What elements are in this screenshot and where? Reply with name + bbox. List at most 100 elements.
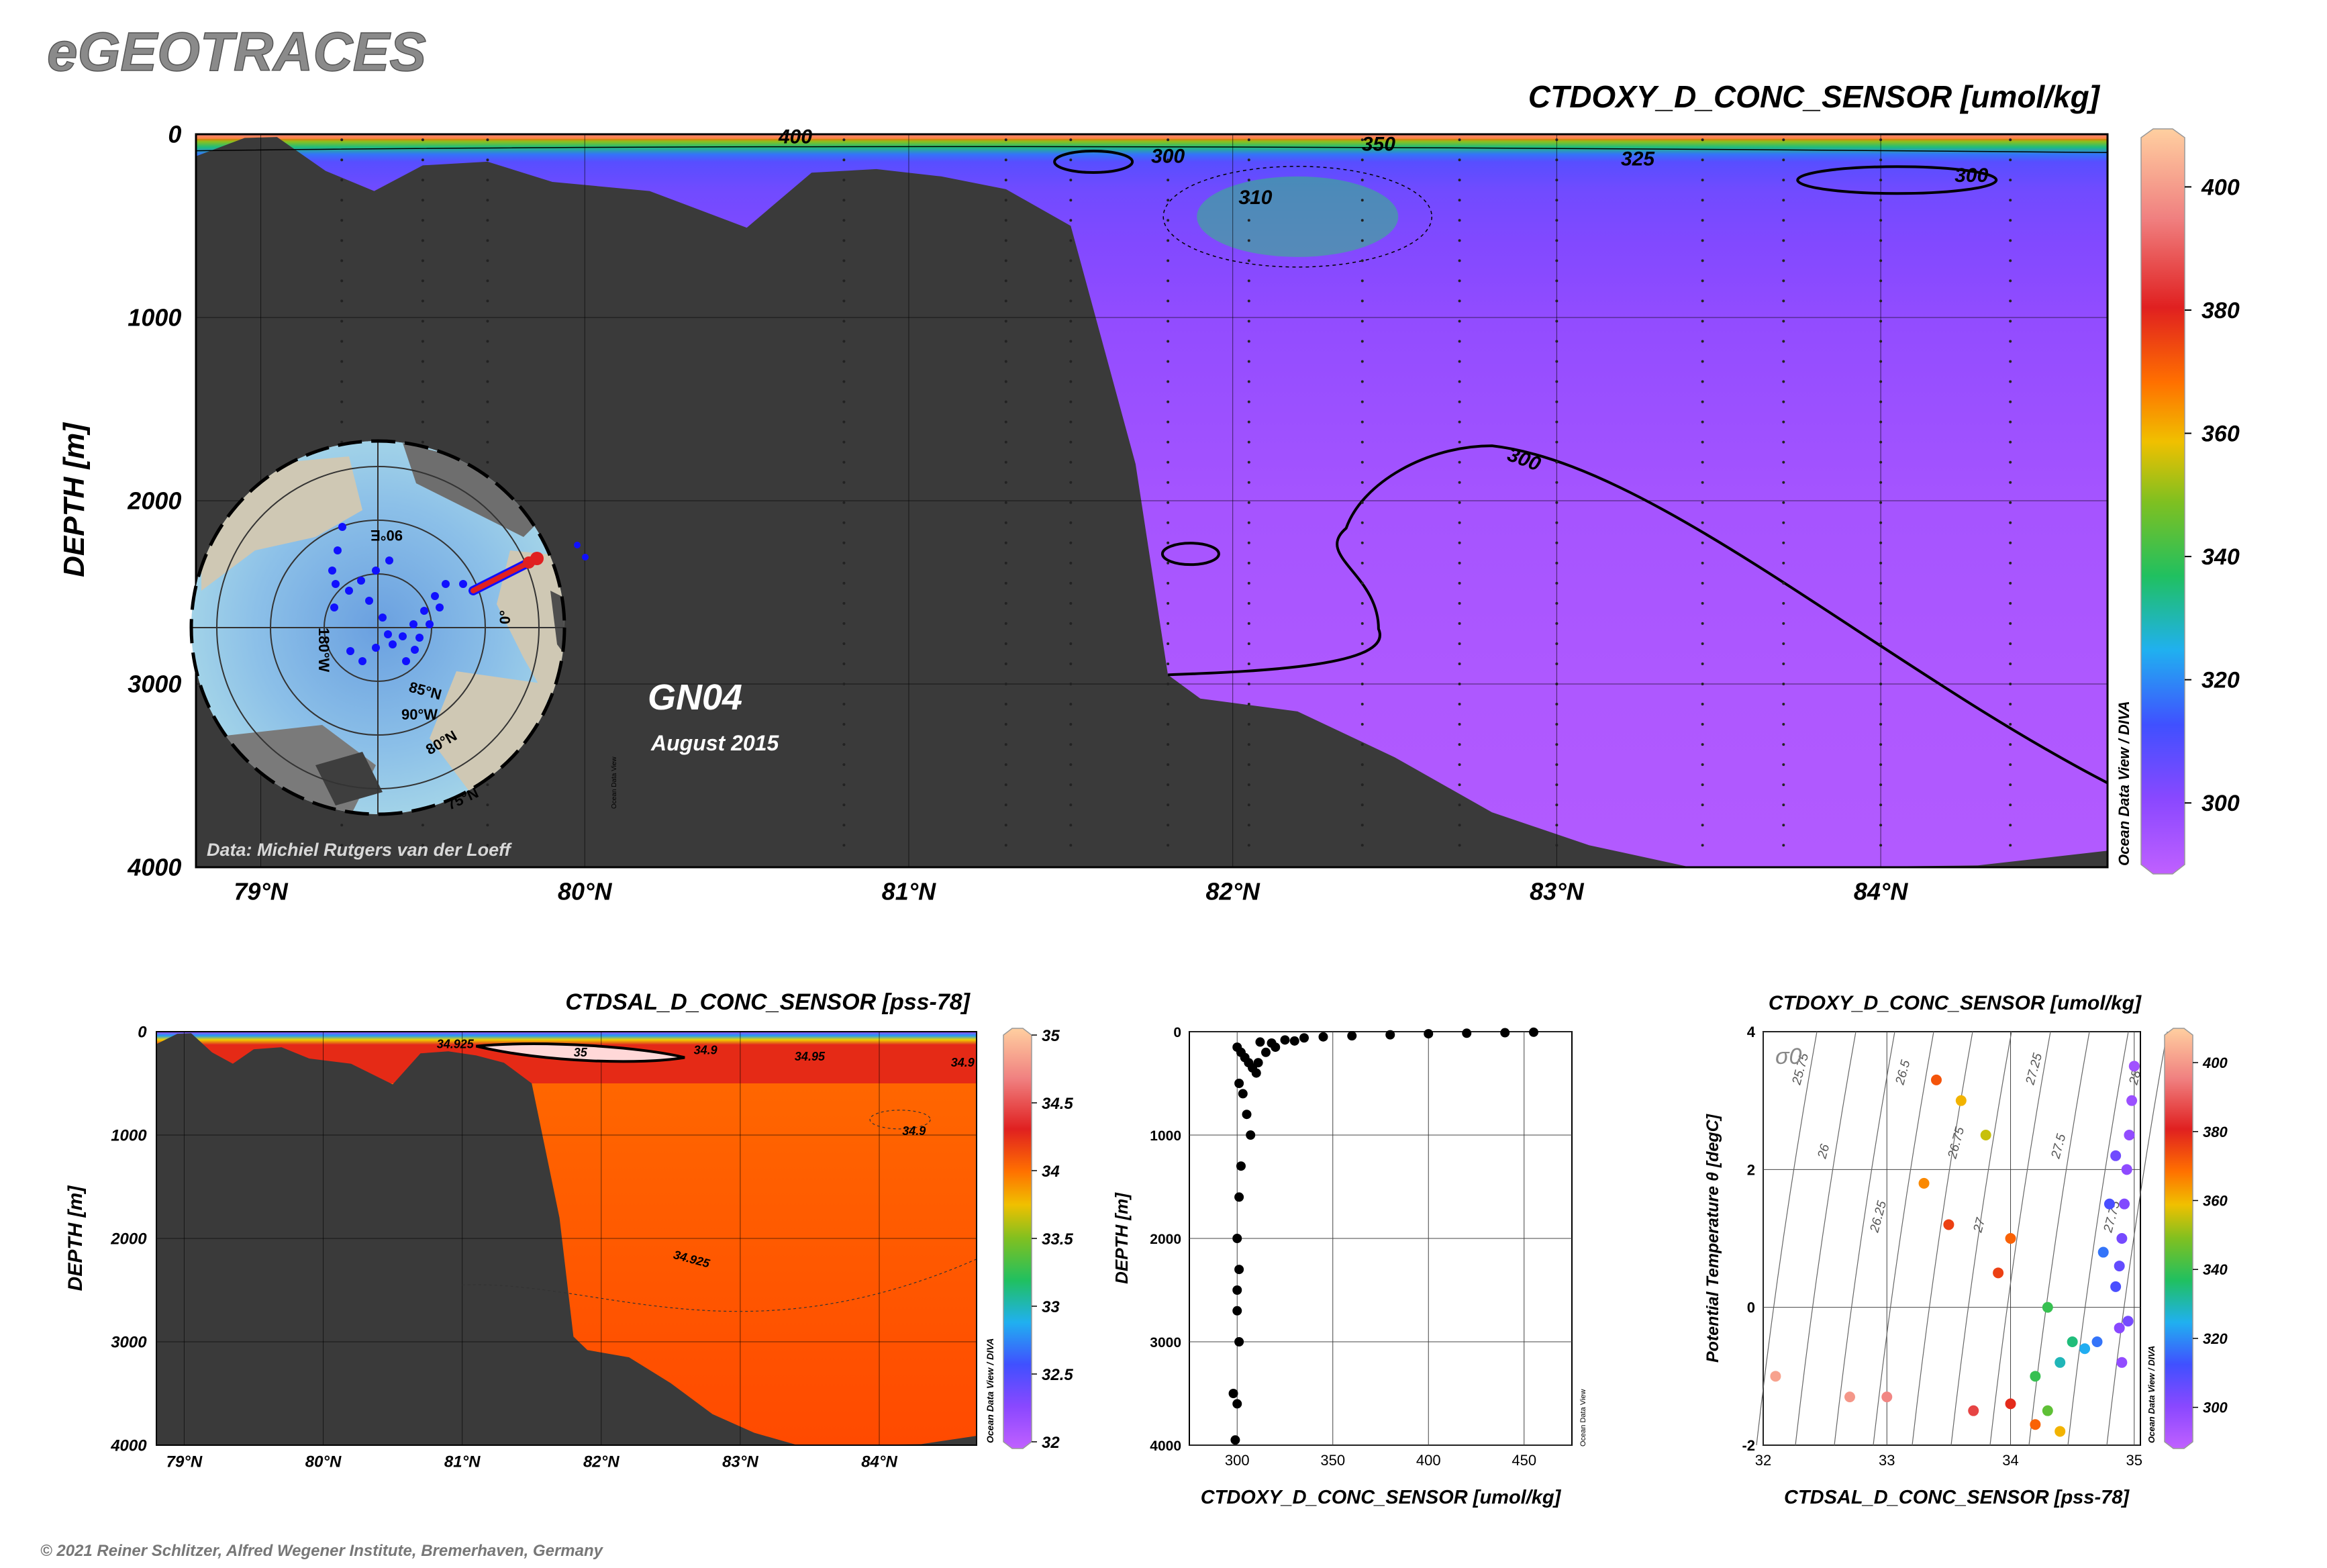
map-watermark: Ocean Data View [611, 756, 618, 809]
station-sample [1069, 299, 1073, 303]
contour-34925 [462, 1259, 977, 1312]
station-sample [1555, 743, 1558, 746]
y-tick-label: 3000 [128, 671, 181, 698]
colorbar-tick-label: 34 [1042, 1163, 1060, 1181]
colorbar-tick-label: 300 [2201, 791, 2240, 816]
station-sample [486, 279, 489, 283]
ts-point [2030, 1371, 2041, 1382]
ts-point [2128, 1061, 2140, 1072]
station-sample [340, 400, 344, 403]
station-sample [340, 340, 344, 343]
station-sample [1458, 844, 1461, 847]
station-sample [1069, 803, 1073, 807]
station-sample [1247, 844, 1250, 847]
station-sample [842, 138, 846, 142]
surface-band [196, 134, 2108, 139]
station-sample [1167, 199, 1170, 202]
oxygen-maximum-patch [1197, 176, 1399, 257]
station-sample [1360, 803, 1364, 807]
seafloor-bathymetry [196, 137, 2108, 868]
station-sample [421, 158, 424, 162]
isopycnal-line [1795, 1031, 1856, 1446]
station-sample [1458, 581, 1461, 585]
station-sample [1555, 763, 1558, 767]
x-tick-label: 84°N [1854, 878, 1908, 905]
station-sample [842, 360, 846, 363]
station-sample [1360, 642, 1364, 645]
ts-point [1930, 1074, 1942, 1085]
contour-349 [869, 1110, 931, 1130]
profile-watermark: Ocean Data View [1579, 1389, 1587, 1447]
profile-point [1228, 1389, 1238, 1398]
isopycnal-line [2028, 1031, 2090, 1446]
ts-point [2091, 1336, 2103, 1347]
station-sample [1004, 601, 1007, 605]
station-sample [1701, 783, 1704, 787]
station-sample [1069, 138, 1073, 142]
station-sample [1555, 783, 1558, 787]
station-sample [1004, 501, 1007, 504]
station-sample [1879, 320, 1883, 323]
station-sample [1701, 703, 1704, 706]
station-sample [1782, 239, 1785, 242]
station-sample [1004, 683, 1007, 685]
station-sample [1004, 844, 1007, 847]
ts-point [2103, 1198, 2115, 1210]
station-sample [1555, 501, 1558, 504]
station-sample [1247, 179, 1250, 182]
salinity-chart-title: CTDSAL_D_CONC_SENSOR [pss-78] [565, 989, 971, 1015]
station-sample [1701, 501, 1704, 504]
station-sample [1701, 642, 1704, 645]
profile-point [1289, 1036, 1299, 1046]
station-sample [2009, 340, 2012, 343]
station-sample [1167, 703, 1170, 706]
ts-point [1968, 1405, 1979, 1416]
station-sample [1458, 803, 1461, 807]
station-sample [1782, 662, 1785, 665]
station-sample [340, 138, 344, 142]
ts-point [2114, 1322, 2125, 1334]
station-sample [421, 219, 424, 222]
station-sample [1004, 299, 1007, 303]
station-sample [1782, 400, 1785, 403]
station-sample [1069, 703, 1073, 706]
contour-35 [475, 1042, 685, 1063]
x-tick-label: 82°N [1205, 878, 1260, 905]
station-sample [2009, 541, 2012, 544]
station-sample [1555, 541, 1558, 544]
station-sample [2009, 763, 2012, 767]
ts-point [2067, 1336, 2078, 1347]
station-sample [1458, 259, 1461, 262]
station-sample [1782, 481, 1785, 484]
y-tick-label: 0 [1173, 1025, 1181, 1040]
station-sample [1879, 460, 1883, 464]
station-sample [1167, 259, 1170, 262]
station-sample [1458, 340, 1461, 343]
station-sample [1879, 703, 1883, 706]
ts-point [1955, 1095, 1967, 1106]
x-tick-label: 80°N [558, 878, 612, 905]
station-sample [1167, 501, 1170, 504]
station-sample [1879, 481, 1883, 484]
contour-325 [195, 146, 2108, 154]
station-sample [842, 340, 846, 343]
salinity-colorbar: 32 32.5 33 33.5 34 34.5 35 [1003, 1027, 1073, 1452]
ts-point [2114, 1261, 2125, 1272]
station-sample [1247, 521, 1250, 524]
station-sample [1004, 803, 1007, 807]
profile-point [1299, 1033, 1309, 1043]
station-sample [2009, 360, 2012, 363]
station-sample [1782, 420, 1785, 424]
y-tick-label: 0 [1747, 1300, 1755, 1316]
x-tick-label: 79°N [166, 1453, 203, 1471]
station-sample [2009, 179, 2012, 182]
station-sample [1555, 400, 1558, 403]
y-tick-label: 3000 [111, 1333, 147, 1351]
station-sample [1782, 703, 1785, 706]
station-sample [1167, 622, 1170, 625]
isopycnal-line [1989, 1031, 2051, 1446]
ts-point [1881, 1391, 1893, 1403]
station-sample [842, 561, 846, 565]
station-sample [1555, 279, 1558, 283]
station-sample [486, 259, 489, 262]
